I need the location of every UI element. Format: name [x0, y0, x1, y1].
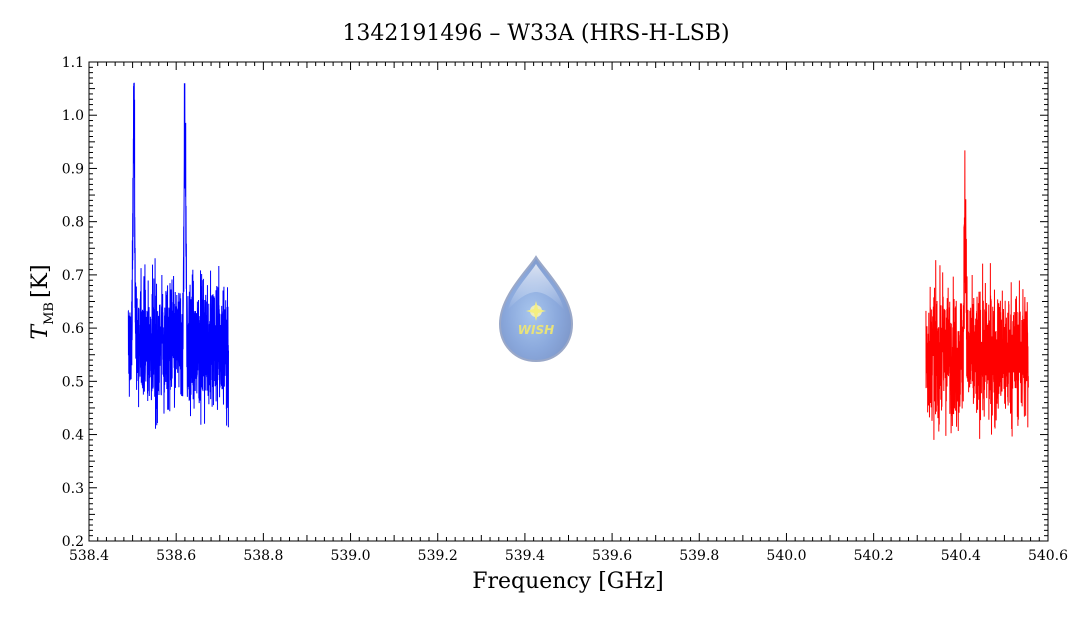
series-line-1 [127, 82, 229, 429]
y-tick-label: 0.9 [62, 161, 84, 177]
y-tick-label: 0.7 [62, 268, 84, 284]
x-tick-label: 540.6 [1028, 548, 1068, 564]
series-line-2 [925, 150, 1029, 440]
y-tick-label: 1.1 [62, 55, 84, 71]
x-axis-label: Frequency [GHz] [472, 569, 664, 594]
y-tick-label: 0.8 [62, 215, 84, 231]
star-icon [526, 301, 546, 321]
y-axis-label: TMB [K] [28, 264, 57, 339]
x-tick-label: 538.8 [243, 548, 283, 564]
chart-title: 1342191496 – W33A (HRS-H-LSB) [342, 21, 729, 46]
y-tick-label: 0.2 [62, 534, 84, 550]
y-axis-label-main: T [28, 323, 53, 340]
plot-frame [88, 61, 1049, 542]
x-tick-label: 539.0 [330, 548, 370, 564]
y-tick-label: 0.3 [62, 481, 84, 497]
y-tick-label: 0.4 [62, 428, 84, 444]
x-tick-label: 539.2 [418, 548, 458, 564]
x-tick-label: 539.6 [592, 548, 632, 564]
data-layer [127, 82, 1029, 440]
y-axis-label-subscript: MB [42, 302, 57, 325]
logo-text: WISH [518, 323, 554, 337]
svg-text:TMB[K]: TMB [K] [28, 264, 57, 339]
y-axis-label-unit: [K] [28, 264, 53, 298]
x-tick-label: 540.0 [766, 548, 806, 564]
x-tick-label: 540.2 [854, 548, 894, 564]
y-tick-label: 0.6 [62, 321, 84, 337]
x-tick-label: 539.4 [505, 548, 545, 564]
y-tick-label: 1.0 [62, 108, 84, 124]
x-tick-label: 540.4 [941, 548, 981, 564]
x-tick-label: 539.8 [679, 548, 719, 564]
y-tick-label: 0.5 [62, 374, 84, 390]
wish-logo: WISH [498, 255, 574, 363]
axes-layer: 538.4 538.6 538.8 539.0 539.2 539.4 539.6 539.8… [62, 55, 1068, 564]
x-tick-label: 538.4 [69, 548, 109, 564]
x-tick-label: 538.6 [156, 548, 196, 564]
